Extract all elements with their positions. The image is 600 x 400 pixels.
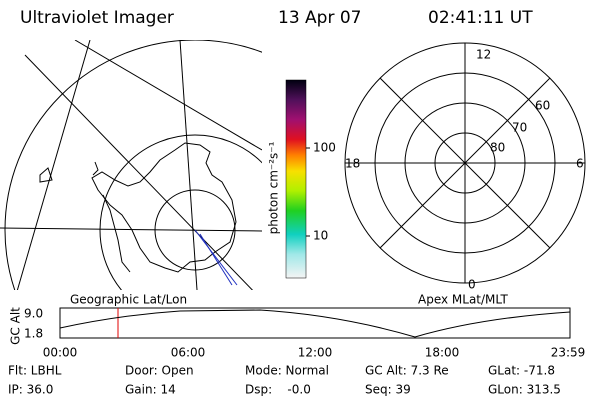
altitude-curve <box>59 309 571 338</box>
mlt-label: 12 <box>476 48 491 62</box>
timeline-axis-title: GC Alt <box>9 307 23 345</box>
timeline-y-label: 1.8 <box>24 327 43 341</box>
time: 02:41:11 UT <box>428 8 533 28</box>
polar-grid <box>344 42 586 284</box>
time-label: 23:59 <box>551 346 586 360</box>
status-panel: Flt: LBHL Door: Open Mode: Normal GC Alt: 7… <box>8 364 561 397</box>
mlat-label: 70 <box>512 121 527 135</box>
date: 13 Apr 07 <box>278 8 361 28</box>
time-label: 18:00 <box>425 346 460 360</box>
status-field: GLon: 313.5 <box>488 383 561 397</box>
status-field: Flt: LBHL <box>8 364 62 378</box>
timeline-y-label: 9.0 <box>24 307 43 321</box>
mlt-label: 0 <box>468 278 476 292</box>
colorbar-tick: 10 <box>313 229 328 243</box>
status-field: GC Alt: 7.3 Re <box>365 364 449 378</box>
status-field: Mode: Normal <box>245 364 329 378</box>
time-label: 12:00 <box>298 346 333 360</box>
colorbar-tick: 100 <box>313 141 336 155</box>
timeline-frame <box>59 307 571 339</box>
geographic-map <box>0 40 262 290</box>
mlt-label: 18 <box>345 157 360 171</box>
mlt-label: 6 <box>576 157 584 171</box>
status-field: IP: 36.0 <box>8 383 53 397</box>
status-field: Dsp: -0.0 <box>245 383 311 397</box>
right-caption: Apex MLat/MLT <box>418 293 508 307</box>
colorbar <box>285 79 307 279</box>
status-field: GLat: -71.8 <box>488 364 555 378</box>
mlat-label: 80 <box>490 141 505 155</box>
status-field: Gain: 14 <box>125 383 176 397</box>
left-caption: Geographic Lat/Lon <box>70 293 187 307</box>
status-field: Door: Open <box>125 364 194 378</box>
time-label: 06:00 <box>171 346 206 360</box>
colorbar-title: photon cm⁻²s⁻¹ <box>267 141 281 234</box>
mlat-label: 60 <box>535 99 550 113</box>
status-field: Seq: 39 <box>365 383 411 397</box>
time-label: 00:00 <box>43 346 78 360</box>
instrument: Ultraviolet Imager <box>20 8 174 28</box>
